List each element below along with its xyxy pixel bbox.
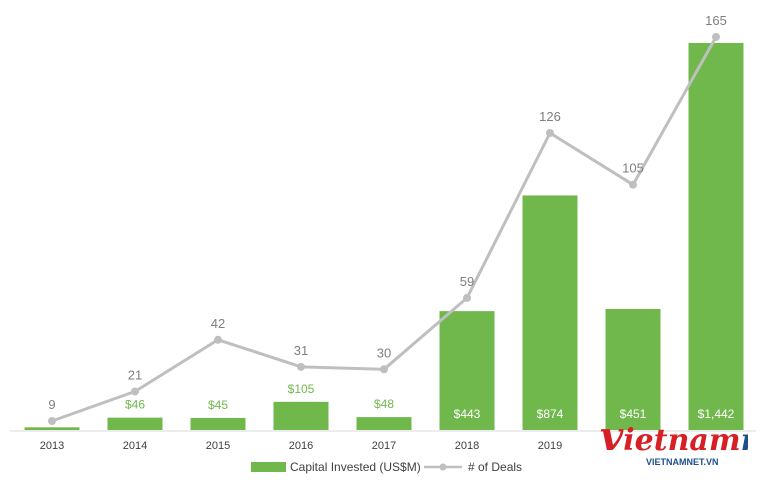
deal-label-2020: 105 <box>622 161 644 176</box>
bar-label-2020: $451 <box>620 407 647 421</box>
x-tick-2016: 2016 <box>289 440 313 452</box>
bar-2019 <box>522 195 578 430</box>
deal-point-2016 <box>297 362 305 371</box>
legend-label-capital: Capital Invested (US$M) <box>290 460 421 474</box>
x-tick-2015: 2015 <box>206 440 230 452</box>
legend-label-deals: # of Deals <box>468 460 522 474</box>
deal-label-2018: 59 <box>460 274 474 289</box>
x-tick-2017: 2017 <box>372 440 396 452</box>
deal-point-2019 <box>546 129 554 137</box>
deal-point-2021 <box>712 33 720 41</box>
bar-2018 <box>439 311 495 430</box>
x-tick-2014: 2014 <box>123 440 147 452</box>
deal-label-2014: 21 <box>128 367 142 382</box>
legend-swatch-deals-marker <box>439 463 447 471</box>
deal-label-2019: 126 <box>539 109 561 124</box>
x-tick-2013: 2013 <box>40 440 64 452</box>
deal-point-2013 <box>48 417 56 425</box>
capital-bars <box>24 43 744 430</box>
vietnamnet-watermark-logo: vietnamnet VIETNAMNET.VN <box>600 418 748 467</box>
bar-2014 <box>107 417 163 430</box>
bar-label-2019: $874 <box>537 407 564 421</box>
capital-bar-labels: $46 $45 $105 $48 $443 $874 $451 $1,442 <box>125 382 735 421</box>
x-tick-labels: 2013 2014 2015 2016 2017 2018 2019 <box>40 440 562 452</box>
bar-2015 <box>190 417 246 430</box>
deal-point-2015 <box>214 335 222 344</box>
deal-point-2017 <box>380 365 388 374</box>
watermark-brand-v: v <box>600 418 624 460</box>
bar-label-2014: $46 <box>125 398 145 412</box>
bar-label-2016: $105 <box>288 382 315 396</box>
deal-label-2013: 9 <box>48 397 55 412</box>
deal-label-2017: 30 <box>377 345 391 360</box>
bar-label-2018: $443 <box>454 407 481 421</box>
deals-labels: 9 21 42 31 30 59 126 105 165 <box>48 13 726 412</box>
bar-2017 <box>356 417 412 430</box>
deal-point-2014 <box>131 387 139 396</box>
bar-2020 <box>605 308 661 430</box>
bar-label-2017: $48 <box>374 397 394 411</box>
legend-swatch-capital <box>251 462 286 472</box>
bar-2016 <box>273 401 329 430</box>
deal-label-2021: 165 <box>705 13 727 28</box>
watermark-brand-rest: ietnam <box>623 423 740 458</box>
x-tick-2019: 2019 <box>538 440 562 452</box>
bar-2021 <box>688 43 744 430</box>
watermark-brand: vietnamnet <box>600 418 748 460</box>
deal-point-2020 <box>629 180 637 189</box>
x-tick-2018: 2018 <box>455 440 479 452</box>
deal-label-2015: 42 <box>211 316 225 331</box>
bar-label-2015: $45 <box>208 398 228 412</box>
watermark-url: VIETNAMNET.VN <box>646 457 719 467</box>
bar-2013 <box>24 427 80 430</box>
legend: Capital Invested (US$M) # of Deals <box>251 460 522 474</box>
bar-label-2021: $1,442 <box>698 407 735 421</box>
deal-label-2016: 31 <box>294 343 308 358</box>
watermark-brand-net: net <box>741 423 748 458</box>
deals-line-group <box>48 33 720 425</box>
deal-point-2018 <box>463 293 471 302</box>
